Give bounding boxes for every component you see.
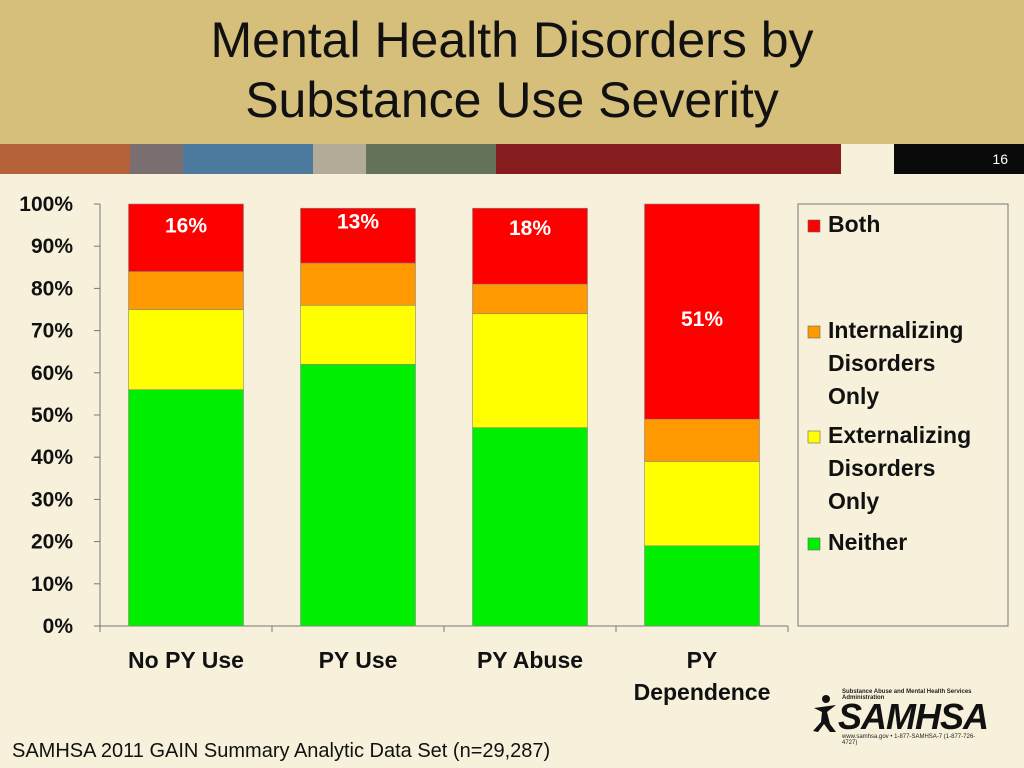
bar-segment-neither [472, 427, 588, 627]
y-tick-label: 20% [31, 531, 73, 554]
samhsa-logo: Substance Abuse and Mental Health Servic… [808, 688, 989, 746]
legend-label: Neither [828, 529, 907, 555]
slide-number: 16 [992, 151, 1008, 167]
bar-segment-internalizing-disorders-only [472, 283, 588, 315]
y-tick-label: 40% [31, 446, 73, 469]
legend-label: Disorders [828, 455, 935, 481]
bar-segment-both [472, 207, 588, 285]
legend-label: Disorders [828, 350, 935, 376]
legend-swatch [807, 537, 821, 551]
bar-segment-both [128, 203, 244, 272]
bar-segment-neither [300, 364, 416, 627]
bar-segment-externalizing-disorders-only [644, 461, 760, 547]
legend-label: Internalizing [828, 317, 963, 343]
stripe-segment [366, 144, 496, 174]
y-tick-label: 50% [31, 404, 73, 427]
slide-title-line-2: Substance Use Severity [245, 72, 779, 128]
source-footnote: SAMHSA 2011 GAIN Summary Analytic Data S… [12, 740, 551, 762]
y-tick-label: 100% [19, 193, 73, 216]
data-label: 18% [509, 217, 551, 240]
stacked-bar-chart: 0% 10% 20% 30% 40% 50% 60% 70% 80% 90% 100% 16% No P… [19, 193, 1009, 705]
x-category-label: No PY Use [128, 647, 244, 673]
legend-swatch [807, 219, 821, 233]
slide-title: Mental Health Disorders by Substance Use… [0, 10, 1024, 130]
data-label: 51% [681, 308, 723, 331]
stripe-segment [183, 144, 313, 174]
y-tick-label: 10% [31, 573, 73, 596]
bar-segment-externalizing-disorders-only [472, 313, 588, 428]
data-label: 16% [165, 214, 207, 237]
bar-segment-internalizing-disorders-only [644, 418, 760, 462]
logo-tagline: Substance Abuse and Mental Health Servic… [842, 689, 972, 701]
legend-swatch [807, 430, 821, 444]
legend-swatch [807, 325, 821, 339]
logo-wordmark: SAMHSA [838, 696, 989, 737]
x-category-label: PY [687, 647, 718, 673]
legend-label: Only [828, 383, 879, 409]
slide-title-line-1: Mental Health Disorders by [210, 12, 814, 68]
x-category-label: PY Use [319, 647, 398, 673]
y-tick-label: 80% [31, 277, 73, 300]
y-tick-label: 30% [31, 488, 73, 511]
stripe-segment [496, 144, 841, 174]
stripe-segment [0, 144, 130, 174]
logo-contact: www.samhsa.gov • 1-877-SAMHSA-7 (1-877-7… [842, 734, 976, 746]
stripe-segment [130, 144, 183, 174]
bar-segment-neither [128, 389, 244, 627]
bar-segment-both [300, 207, 416, 264]
x-category-label: PY Abuse [477, 647, 583, 673]
x-category-label: Dependence [634, 679, 771, 705]
bar-segment-both [644, 203, 760, 420]
slide-header [0, 0, 1024, 144]
y-tick-label: 0% [43, 615, 74, 638]
slide-number-box: 16 [894, 144, 1024, 174]
bar-segment-internalizing-disorders-only [300, 262, 416, 306]
data-label: 13% [337, 210, 379, 233]
bar-segment-externalizing-disorders-only [128, 309, 244, 390]
y-tick-label: 90% [31, 235, 73, 258]
legend-label: Both [828, 211, 880, 237]
bar-segment-neither [644, 545, 760, 627]
person-figure-icon [813, 695, 836, 732]
y-tick-label: 60% [31, 362, 73, 385]
color-stripe [0, 144, 1024, 174]
stripe-segment [313, 144, 366, 174]
bar-segment-internalizing-disorders-only [128, 271, 244, 310]
legend-label: Only [828, 488, 879, 514]
y-tick-label: 70% [31, 320, 73, 343]
legend-box [797, 203, 1009, 627]
stripe-segment [841, 144, 894, 174]
bar-segment-externalizing-disorders-only [300, 304, 416, 365]
legend-label: Externalizing [828, 422, 971, 448]
